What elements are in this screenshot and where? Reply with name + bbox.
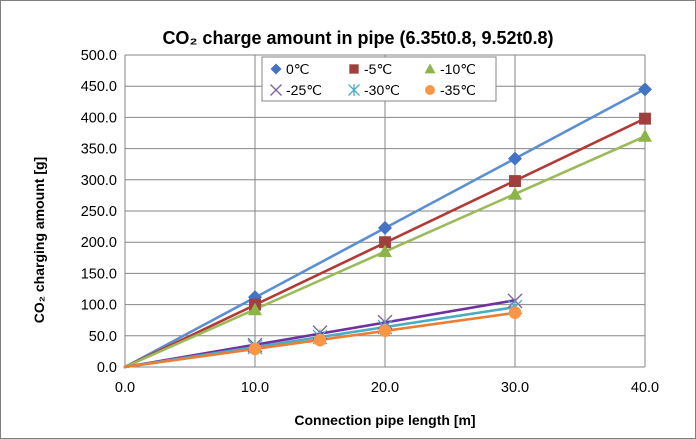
y-tick-label: 200.0 bbox=[81, 235, 117, 251]
y-tick-label: 150.0 bbox=[81, 266, 117, 282]
y-tick-label: 250.0 bbox=[81, 204, 117, 220]
data-point bbox=[378, 244, 392, 258]
legend-marker bbox=[424, 63, 436, 74]
x-tick-label: 0.0 bbox=[115, 380, 135, 396]
data-point bbox=[313, 333, 327, 347]
legend-marker bbox=[425, 85, 435, 95]
y-tick-label: 300.0 bbox=[81, 173, 117, 189]
y-tick-label: 100.0 bbox=[81, 298, 117, 314]
data-markers bbox=[247, 82, 652, 356]
data-point bbox=[508, 151, 522, 166]
y-tick-label: 350.0 bbox=[81, 142, 117, 158]
data-point bbox=[379, 236, 391, 249]
x-axis-label: Connection pipe length [m] bbox=[294, 412, 475, 428]
legend-marker bbox=[349, 64, 359, 74]
x-tick-label: 20.0 bbox=[371, 380, 399, 396]
data-point bbox=[638, 82, 652, 97]
data-point bbox=[248, 342, 262, 356]
x-tick-label: 40.0 bbox=[631, 380, 659, 396]
y-tick-label: 0.0 bbox=[97, 360, 117, 376]
legend-marker bbox=[348, 83, 360, 97]
legend-label: -5℃ bbox=[364, 61, 392, 77]
legend-label: 0℃ bbox=[286, 61, 310, 77]
data-point bbox=[509, 175, 521, 187]
legend-box bbox=[261, 56, 497, 102]
legend: 0℃ -5℃ -10℃ -25℃ -30℃ -35℃ bbox=[261, 56, 497, 102]
data-point bbox=[508, 306, 522, 320]
y-tick-label: 450.0 bbox=[81, 79, 117, 95]
y-axis-label: CO₂ charging amount [g] bbox=[31, 157, 47, 323]
legend-label: -35℃ bbox=[440, 82, 476, 98]
data-point bbox=[639, 112, 651, 125]
y-tick-label: 50.0 bbox=[89, 329, 117, 345]
data-point bbox=[508, 187, 522, 200]
data-point bbox=[378, 324, 392, 338]
axes bbox=[124, 55, 645, 368]
y-tick-label: 400.0 bbox=[81, 110, 117, 126]
chart-title: CO₂ charge amount in pipe (6.35t0.8, 9.5… bbox=[162, 28, 553, 48]
legend-label: -10℃ bbox=[440, 61, 476, 77]
x-tick-label: 10.0 bbox=[241, 380, 269, 396]
data-point bbox=[378, 220, 392, 235]
data-point bbox=[248, 302, 262, 316]
legend-marker bbox=[270, 84, 282, 96]
legend-marker bbox=[270, 63, 282, 75]
data-point bbox=[638, 129, 652, 142]
tick-labels: 0.0 50.0 100.0 150.0 200.0 250.0 300.0 350.0 400… bbox=[81, 48, 659, 396]
legend-label: -30℃ bbox=[364, 82, 400, 98]
legend-label: -25℃ bbox=[286, 82, 322, 98]
y-tick-label: 500.0 bbox=[81, 48, 117, 64]
x-tick-label: 30.0 bbox=[501, 380, 529, 396]
